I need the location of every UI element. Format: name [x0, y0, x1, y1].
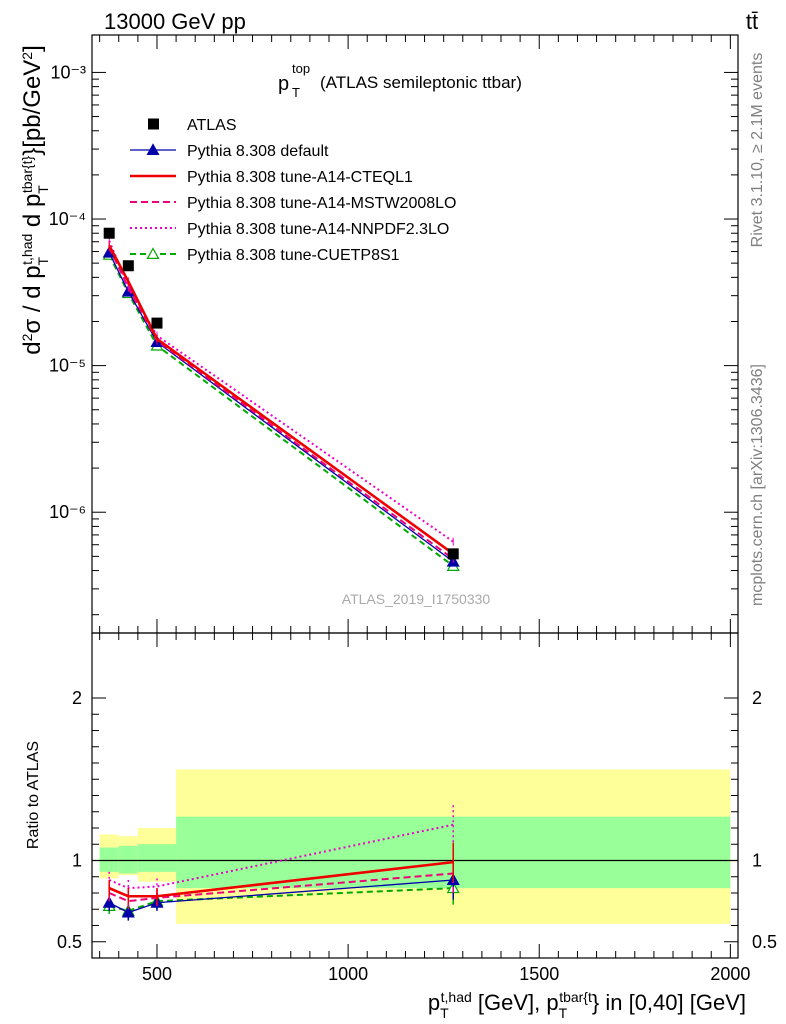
x-tick-label: 500 — [142, 964, 172, 984]
main-y-axis-label: d2σ / d pTt,had d pTtbar{t}}[pb/GeV2] — [19, 45, 51, 355]
legend-entry-4: Pythia 8.308 tune-A14-NNPDF2.3LO — [130, 221, 449, 238]
legend-entry-1: Pythia 8.308 default — [130, 143, 329, 160]
ratio-y-tick-label-right: 0.5 — [752, 932, 777, 952]
atlas-data-point — [122, 260, 134, 272]
legend: ATLAS Pythia 8.308 default Pythia 8.308 tu… — [130, 117, 456, 264]
title-superscript: top — [292, 61, 310, 76]
ratio-band-inner-1 — [118, 845, 138, 874]
rivet-label: Rivet 3.1.10, ≥ 2.1M events — [749, 53, 766, 248]
ratio-marker — [121, 905, 135, 918]
ratio-band-inner-2 — [137, 844, 177, 872]
x-tick-label: 1500 — [519, 964, 559, 984]
atlas-data-point — [447, 548, 459, 560]
ratio-series-layer — [102, 805, 460, 921]
ratio-y-axis-label: Ratio to ATLAS — [25, 741, 42, 849]
main-series-2 — [108, 241, 454, 558]
legend-label: Pythia 8.308 tune-A14-CTEQL1 — [187, 169, 413, 186]
main-series-line — [108, 240, 454, 543]
x-axis-label: pTt,had [GeV], pTtbar{t} in [0,40] [GeV] — [428, 989, 746, 1021]
main-series-4 — [108, 236, 454, 546]
legend-label: Pythia 8.308 tune-A14-NNPDF2.3LO — [187, 221, 449, 238]
title-description: (ATLAS semileptonic ttbar) — [320, 73, 522, 92]
legend-label: Pythia 8.308 default — [187, 143, 329, 160]
legend-entry-3: Pythia 8.308 tune-A14-MSTW2008LO — [130, 195, 456, 212]
process-label: tt̄ — [746, 9, 758, 34]
ratio-series-1 — [108, 842, 454, 905]
main-series-line — [108, 252, 454, 563]
ratio-y-tick-label-left: 0.5 — [57, 932, 82, 952]
legend-entry-5: Pythia 8.308 tune-CUETP8S1 — [130, 247, 400, 264]
x-tick-label: 2000 — [710, 964, 750, 984]
ratio-series-3 — [108, 805, 454, 897]
title-symbol: p — [278, 73, 289, 95]
main-series-0 — [103, 227, 459, 560]
ratio-series-line — [108, 860, 454, 898]
ratio-y-tick-label-right: 2 — [752, 688, 762, 708]
ratio-series-line — [108, 872, 454, 903]
ratio-series-line — [108, 823, 454, 890]
ratio-y-tick-label-left: 2 — [72, 688, 82, 708]
svg-text:pTt,had [GeV], pTtbar{t} in [0: pTt,had [GeV], pTtbar{t} in [0,40] [GeV] — [428, 989, 746, 1021]
beam-label: 13000 GeV pp — [104, 9, 246, 34]
ratio-marker — [102, 896, 116, 908]
atlas-data-point — [151, 317, 163, 329]
legend-swatch — [148, 118, 159, 130]
main-y-tick-label: 10⁻⁴ — [49, 209, 86, 229]
legend-label: Pythia 8.308 tune-CUETP8S1 — [187, 247, 400, 264]
main-y-tick-label: 10⁻⁶ — [49, 502, 86, 522]
main-series-layer — [102, 227, 460, 571]
ratio-y-tick-label-left: 1 — [72, 851, 82, 871]
ratio-band-inner-0 — [99, 847, 119, 872]
main-series-line — [108, 247, 454, 560]
main-series-line — [108, 244, 454, 555]
main-y-tick-label: 10⁻⁵ — [49, 356, 86, 376]
legend-entry-2: Pythia 8.308 tune-A14-CTEQL1 — [130, 169, 413, 186]
legend-entry-0: ATLAS — [148, 117, 237, 134]
mcplots-label: mcplots.cern.ch [arXiv:1306.3436] — [749, 364, 766, 606]
main-plot-title: p top T (ATLAS semileptonic ttbar) — [278, 61, 522, 100]
legend-label: ATLAS — [187, 117, 237, 134]
atlas-data-point — [103, 227, 115, 239]
legend-marker — [146, 143, 160, 155]
legend-label: Pythia 8.308 tune-A14-MSTW2008LO — [187, 195, 456, 212]
ratio-y-tick-label-right: 1 — [752, 851, 762, 871]
analysis-watermark: ATLAS_2019_I1750330 — [342, 591, 491, 607]
x-tick-label: 1000 — [328, 964, 368, 984]
main-series-5 — [102, 248, 460, 571]
ratio-series-line — [108, 879, 454, 914]
main-series-line — [108, 254, 454, 567]
main-y-tick-label: 10⁻³ — [50, 62, 86, 82]
svg-text:d2σ / d pTt,had d pTtbar{t}}[p: d2σ / d pTt,had d pTtbar{t}}[pb/GeV2] — [19, 45, 51, 355]
title-subscript: T — [292, 85, 300, 100]
legend-marker — [146, 247, 160, 259]
ratio-series-line — [108, 887, 454, 912]
